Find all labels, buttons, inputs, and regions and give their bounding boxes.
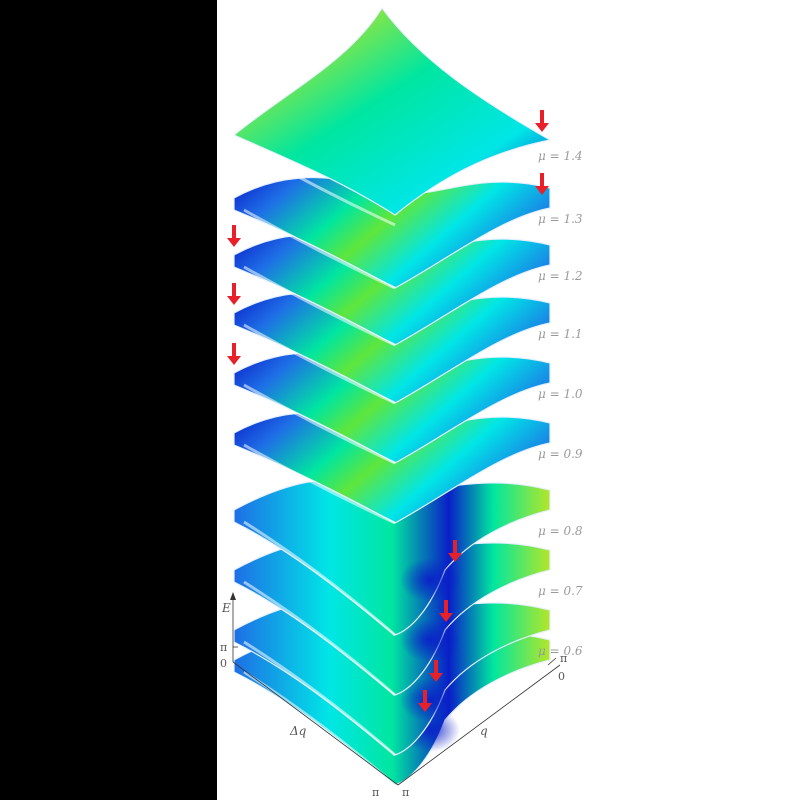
mu-label-0-7: μ = 0.7 [538,584,583,598]
delta-q-axis-label: Δq [289,724,307,738]
mu-label-0-6: μ = 0.6 [538,644,583,658]
mu-label-1: μ = 1.0 [538,387,583,401]
minimum-arrow-icon [418,690,432,712]
minimum-arrow-icon [227,225,241,247]
vertical-zero-tick-label: 0 [220,657,227,670]
q-axis-label: q [480,724,488,738]
mu-label-0-8: μ = 0.8 [538,524,583,538]
right-pi-tick-label: π [560,652,567,665]
mu-label-1-1: μ = 1.1 [538,327,583,341]
valley-minimum-shading [400,618,460,662]
minimum-arrow-icon [227,283,241,305]
surface-rim-highlight [243,520,396,637]
mu-labels-group: μ = 0.6 μ = 0.7 μ = 0.8 μ = 0.9 μ = 1.0 μ = 1… [538,149,583,658]
left-base-axis [232,661,399,786]
left-black-band [0,0,217,800]
surface-rim-highlight [243,443,396,525]
valley-minimum-shading [400,678,460,722]
minimum-arrow-icon [227,343,241,365]
energy-surface-mu-1-4 [232,6,552,216]
minimum-arrow-icon [429,660,443,682]
vertical-pi-tick-label: π [220,641,227,654]
surface-rim-highlight [243,265,396,347]
surface-rim-highlight [243,383,396,465]
bottom-left-pi-tick-label: π [372,786,379,799]
minimum-arrow-icon [439,600,453,622]
mu-label-0-9: μ = 0.9 [538,447,583,461]
right-zero-tick-label: 0 [558,670,565,683]
right-pi-tick [547,657,557,666]
surface-rim-highlight [243,208,396,290]
vertical-axis-arrowhead-icon [230,592,236,600]
energy-axis-label: E [221,601,231,615]
surfaces-group [232,6,552,787]
mu-label-1-4: μ = 1.4 [538,149,583,163]
minimum-arrow-icon [535,110,549,132]
minimum-arrow-icon [535,173,549,195]
minimum-markers-group [227,110,549,712]
surface-rim-highlight [243,580,396,697]
axes-frame: E π 0 Δq q π 0 π π [220,592,567,799]
surface-rim-highlight [243,640,396,757]
surface-rim-highlight [243,145,396,227]
minimum-arrow-icon [448,540,462,562]
surface-rim-highlight [243,323,396,405]
right-base-axis [397,664,561,786]
mu-label-1-2: μ = 1.2 [538,269,583,283]
valley-minimum-shading [400,558,460,602]
mu-label-1-3: μ = 1.3 [538,212,583,226]
bottom-right-pi-tick-label: π [402,786,409,799]
